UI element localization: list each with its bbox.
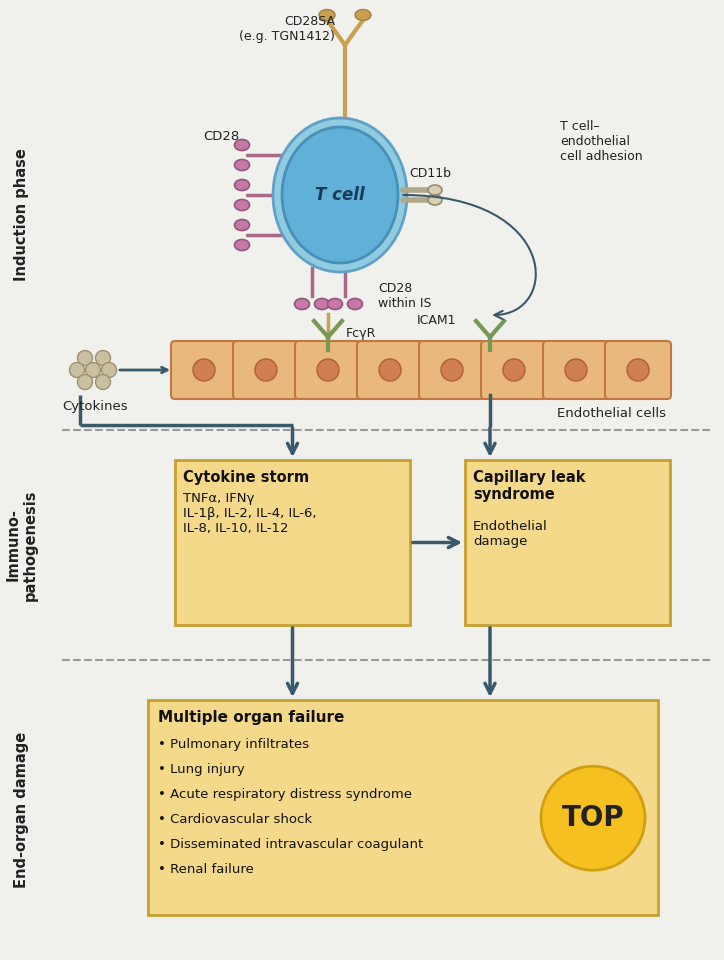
Circle shape bbox=[627, 359, 649, 381]
Circle shape bbox=[85, 363, 101, 377]
Text: CD28: CD28 bbox=[203, 131, 240, 143]
Ellipse shape bbox=[235, 139, 250, 151]
FancyBboxPatch shape bbox=[357, 341, 423, 399]
Ellipse shape bbox=[327, 299, 342, 309]
FancyBboxPatch shape bbox=[419, 341, 485, 399]
Ellipse shape bbox=[348, 299, 363, 309]
FancyBboxPatch shape bbox=[171, 341, 237, 399]
Circle shape bbox=[96, 374, 111, 390]
Ellipse shape bbox=[282, 127, 398, 263]
Text: TOP: TOP bbox=[562, 804, 624, 832]
Circle shape bbox=[96, 350, 111, 366]
FancyBboxPatch shape bbox=[295, 341, 361, 399]
Circle shape bbox=[379, 359, 401, 381]
FancyBboxPatch shape bbox=[148, 700, 658, 915]
Ellipse shape bbox=[355, 10, 371, 20]
Text: • Renal failure: • Renal failure bbox=[158, 863, 254, 876]
FancyBboxPatch shape bbox=[481, 341, 547, 399]
Text: • Lung injury: • Lung injury bbox=[158, 763, 245, 776]
Ellipse shape bbox=[235, 159, 250, 171]
Circle shape bbox=[77, 374, 93, 390]
Ellipse shape bbox=[314, 299, 329, 309]
Circle shape bbox=[565, 359, 587, 381]
Circle shape bbox=[193, 359, 215, 381]
Text: Immuno-
pathogenesis: Immuno- pathogenesis bbox=[6, 490, 38, 601]
Ellipse shape bbox=[235, 220, 250, 230]
Text: • Acute respiratory distress syndrome: • Acute respiratory distress syndrome bbox=[158, 788, 412, 801]
Ellipse shape bbox=[273, 118, 407, 272]
Text: Endothelial
damage: Endothelial damage bbox=[473, 520, 548, 548]
Ellipse shape bbox=[235, 200, 250, 210]
Circle shape bbox=[441, 359, 463, 381]
Text: Induction phase: Induction phase bbox=[14, 149, 30, 281]
Text: • Disseminated intravascular coagulant: • Disseminated intravascular coagulant bbox=[158, 838, 424, 851]
FancyBboxPatch shape bbox=[175, 460, 410, 625]
Ellipse shape bbox=[235, 180, 250, 190]
FancyBboxPatch shape bbox=[465, 460, 670, 625]
Text: End-organ damage: End-organ damage bbox=[14, 732, 30, 888]
Text: FcγR: FcγR bbox=[346, 326, 376, 340]
Circle shape bbox=[503, 359, 525, 381]
FancyBboxPatch shape bbox=[543, 341, 609, 399]
Text: Cytokines: Cytokines bbox=[62, 400, 128, 413]
Ellipse shape bbox=[319, 10, 335, 20]
Ellipse shape bbox=[295, 299, 309, 309]
Text: • Cardiovascular shock: • Cardiovascular shock bbox=[158, 813, 312, 826]
Text: T cell: T cell bbox=[315, 186, 365, 204]
Ellipse shape bbox=[428, 185, 442, 195]
FancyBboxPatch shape bbox=[605, 341, 671, 399]
FancyArrowPatch shape bbox=[403, 195, 536, 319]
Circle shape bbox=[541, 766, 645, 871]
Text: T cell–
endothelial
cell adhesion: T cell– endothelial cell adhesion bbox=[560, 120, 643, 163]
Circle shape bbox=[70, 363, 85, 377]
Circle shape bbox=[317, 359, 339, 381]
Text: • Pulmonary infiltrates: • Pulmonary infiltrates bbox=[158, 738, 309, 751]
Ellipse shape bbox=[428, 195, 442, 205]
Text: Endothelial cells: Endothelial cells bbox=[557, 407, 666, 420]
Circle shape bbox=[77, 350, 93, 366]
Text: Capillary leak
syndrome: Capillary leak syndrome bbox=[473, 470, 586, 502]
Ellipse shape bbox=[235, 239, 250, 251]
Circle shape bbox=[101, 363, 117, 377]
Text: CD28SA
(e.g. TGN1412): CD28SA (e.g. TGN1412) bbox=[239, 15, 335, 43]
Text: CD28
within IS: CD28 within IS bbox=[378, 282, 432, 310]
Text: Multiple organ failure: Multiple organ failure bbox=[158, 710, 345, 725]
Text: TNFα, IFNγ
IL-1β, IL-2, IL-4, IL-6,
IL-8, IL-10, IL-12: TNFα, IFNγ IL-1β, IL-2, IL-4, IL-6, IL-8… bbox=[183, 492, 316, 535]
Text: Cytokine storm: Cytokine storm bbox=[183, 470, 309, 485]
Text: ICAM1: ICAM1 bbox=[416, 314, 456, 326]
FancyBboxPatch shape bbox=[233, 341, 299, 399]
Circle shape bbox=[255, 359, 277, 381]
Text: CD11b: CD11b bbox=[409, 167, 451, 180]
